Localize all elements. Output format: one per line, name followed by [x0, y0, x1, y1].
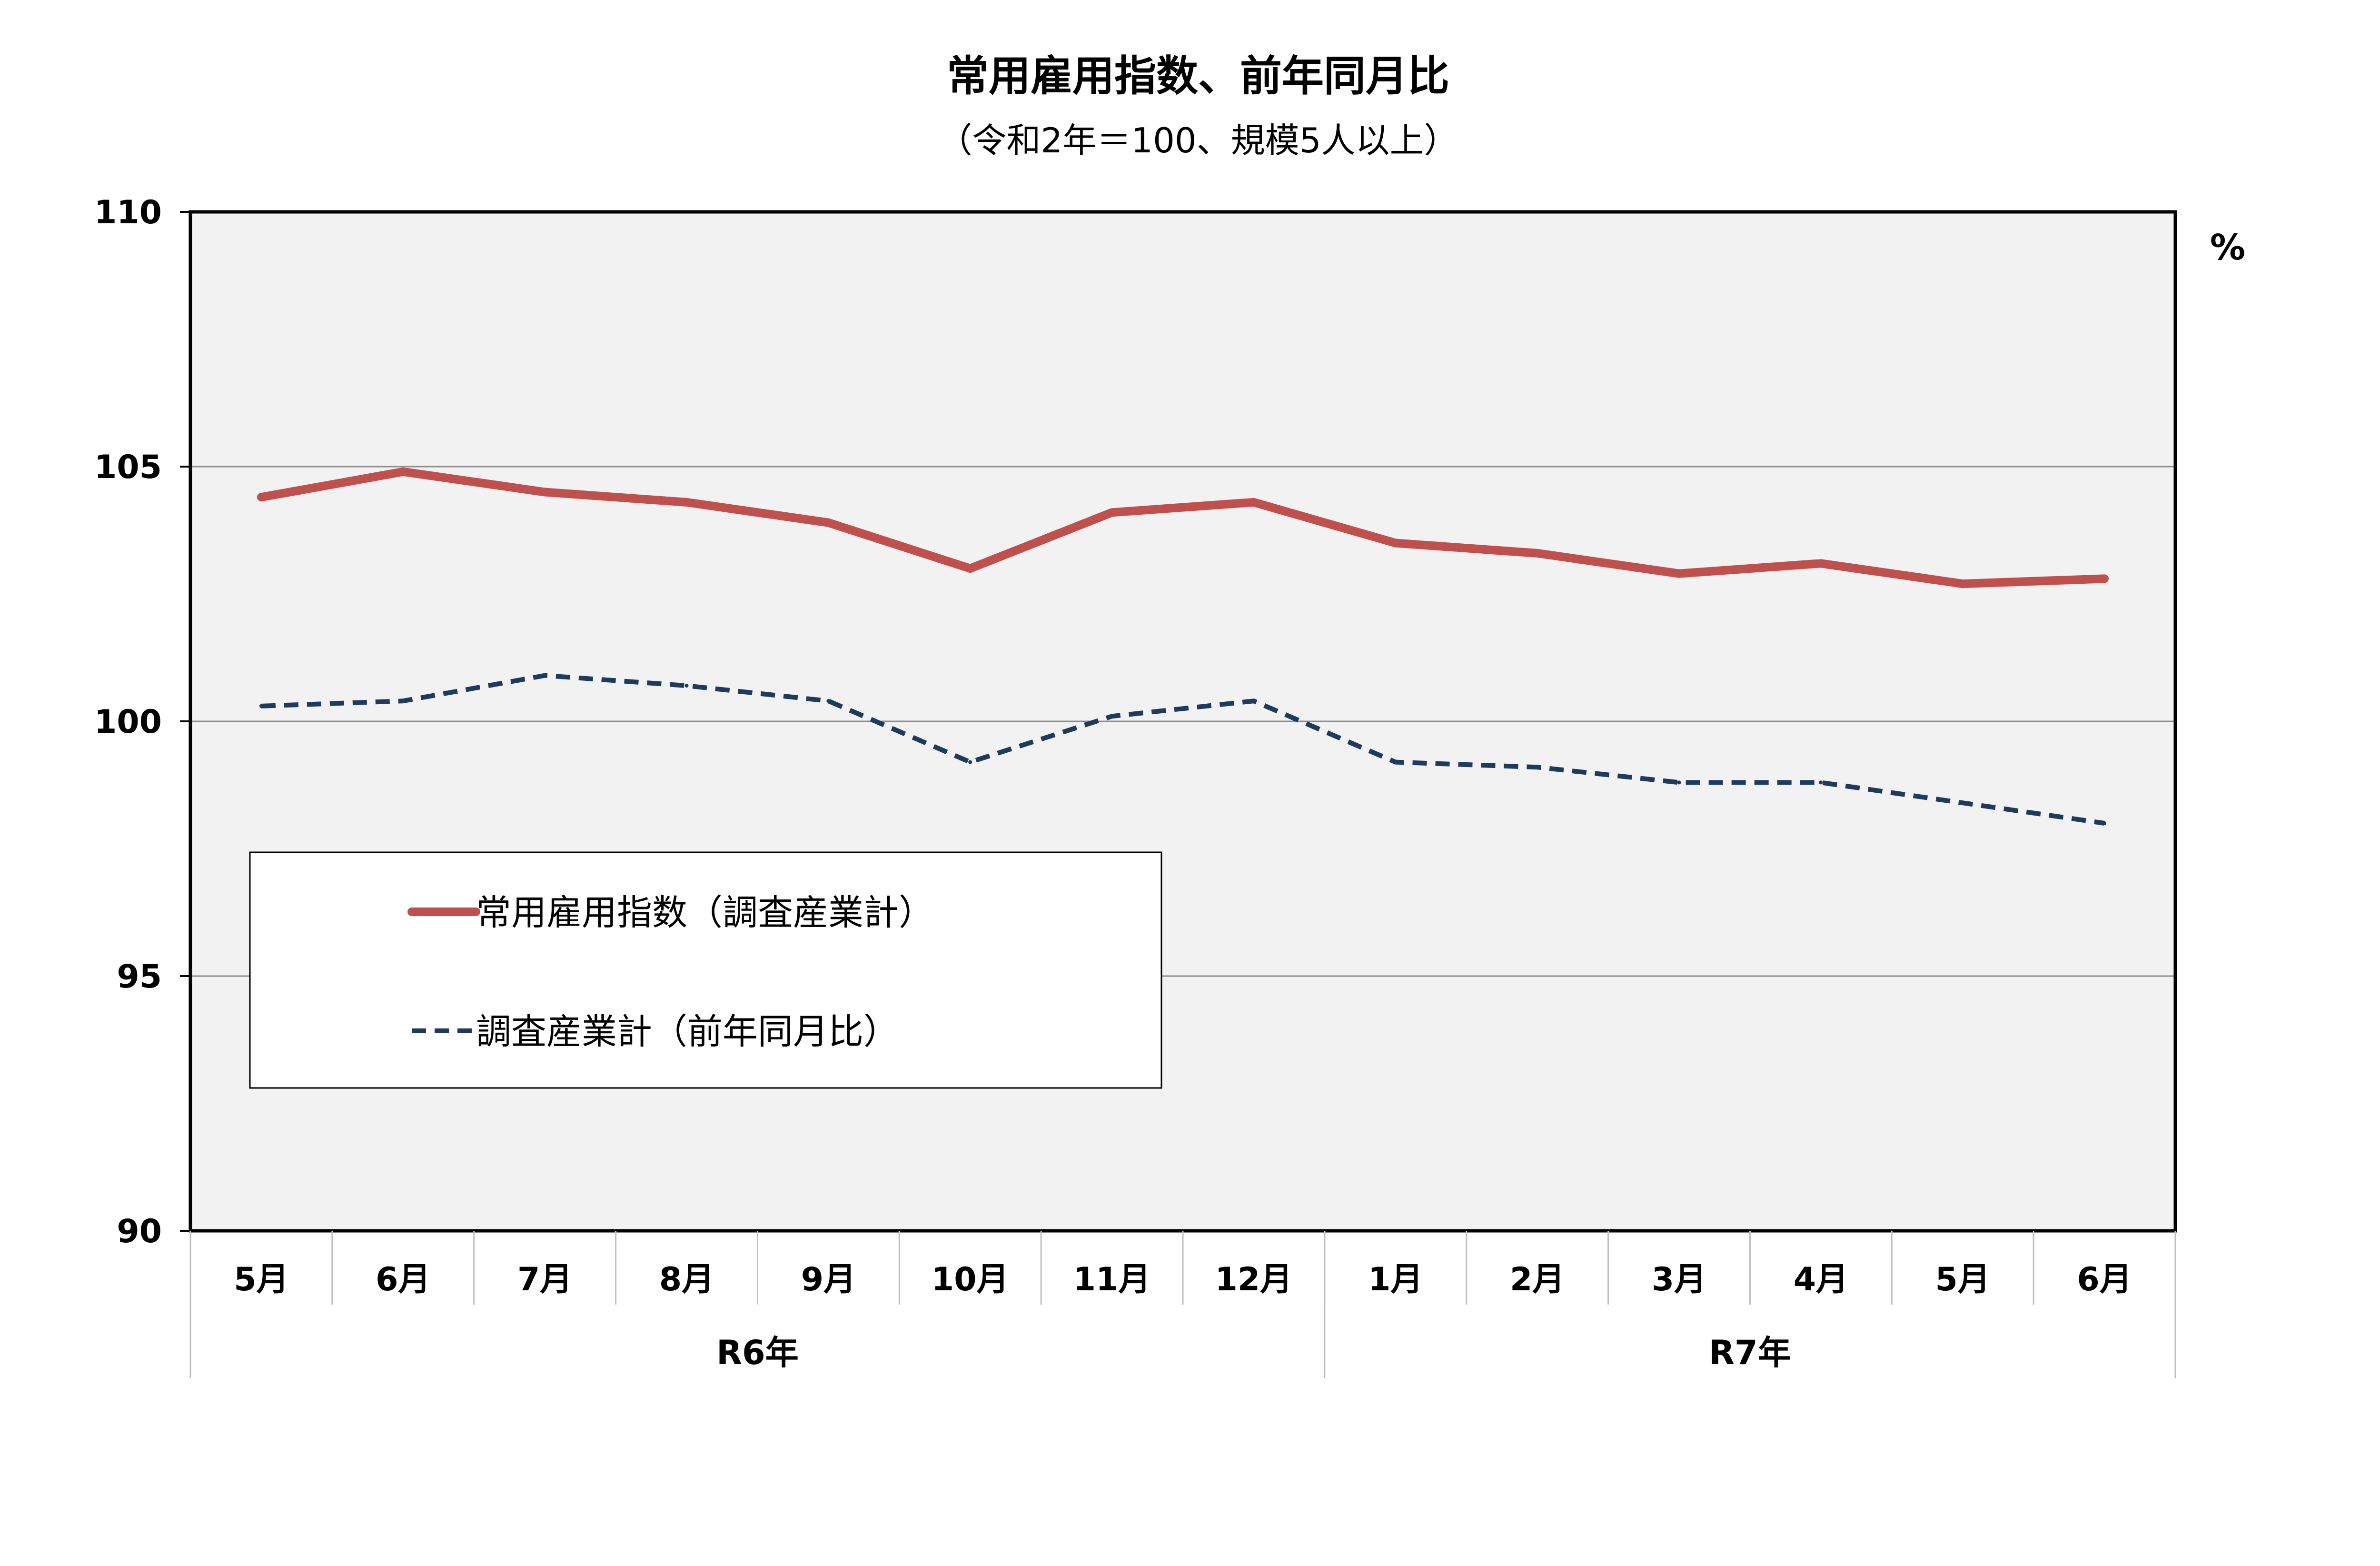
x-tick-label: 9月 — [801, 1261, 856, 1298]
data-point — [826, 520, 831, 525]
legend-label-index: 常用雇用指数（調査産業計） — [476, 892, 934, 933]
series-layer — [257, 467, 2109, 826]
y-tick-label: 90 — [117, 1213, 162, 1250]
data-point — [1677, 571, 1681, 576]
data-point — [684, 500, 689, 504]
x-tick-label: 10月 — [932, 1261, 1009, 1298]
data-point — [1393, 541, 1398, 545]
data-point — [826, 699, 831, 703]
x-tick-label: 4月 — [1794, 1261, 1848, 1298]
data-point — [1961, 801, 1965, 805]
year-group-label: R6年 — [716, 1333, 799, 1372]
y-tick-label: 95 — [117, 958, 162, 996]
data-point — [2102, 577, 2107, 581]
data-point — [968, 760, 972, 764]
data-point — [543, 673, 547, 678]
series-line-yoy — [261, 673, 2105, 826]
y-tick-label: 110 — [94, 194, 162, 231]
x-tick-label: 5月 — [234, 1261, 288, 1298]
unit-label: % — [2210, 227, 2245, 268]
year-group-label: R7年 — [1709, 1333, 1791, 1372]
data-point — [1535, 765, 1539, 769]
data-point — [1251, 500, 1256, 504]
legend-box — [249, 851, 1162, 1089]
series-line-index — [257, 467, 2109, 588]
x-tick-label: 2月 — [1510, 1261, 1565, 1298]
legend: 常用雇用指数（調査産業計） 調査産業計（前年同月比） — [249, 851, 1162, 1089]
chart-subtitle: （令和2年＝100、規模5人以上） — [938, 120, 1458, 160]
x-tick-label: 1月 — [1368, 1261, 1423, 1298]
data-point — [1251, 699, 1256, 703]
data-point — [259, 704, 263, 708]
x-tick-label: 5月 — [1935, 1261, 1990, 1298]
x-tick-label: 12月 — [1215, 1261, 1293, 1298]
data-point — [401, 469, 405, 474]
data-point — [1393, 760, 1398, 764]
x-tick-label: 11月 — [1073, 1261, 1151, 1298]
data-point — [1961, 582, 1965, 586]
x-tick-label: 7月 — [517, 1261, 572, 1298]
y-axis-ticks: 110 105 100 95 90 — [94, 194, 190, 1250]
data-point — [401, 699, 405, 703]
data-point — [1535, 551, 1539, 555]
x-tick-label: 8月 — [659, 1261, 714, 1298]
data-point — [1110, 714, 1114, 718]
x-tick-label: 6月 — [376, 1261, 430, 1298]
chart-title: 常用雇用指数、前年同月比 — [947, 51, 1449, 100]
data-point — [1819, 561, 1823, 566]
data-point — [968, 567, 972, 570]
y-tick-label: 105 — [94, 449, 162, 486]
x-tick-label: 3月 — [1652, 1261, 1706, 1298]
data-point — [1110, 510, 1114, 515]
data-point — [684, 684, 689, 688]
data-point — [1819, 780, 1823, 785]
legend-label-yoy: 調査産業計（前年同月比） — [476, 1011, 899, 1052]
data-point — [1677, 780, 1681, 785]
data-point — [259, 495, 263, 499]
y-tick-label: 100 — [94, 703, 162, 741]
data-point — [2102, 821, 2107, 825]
x-tick-label: 6月 — [2077, 1261, 2132, 1298]
x-axis: 5月 6月 7月 8月 9月 10月 11月 12月 1月 2月 3月 4月 5月 6月 R6年 R7年 — [189, 1231, 2176, 1378]
data-point — [543, 490, 547, 494]
